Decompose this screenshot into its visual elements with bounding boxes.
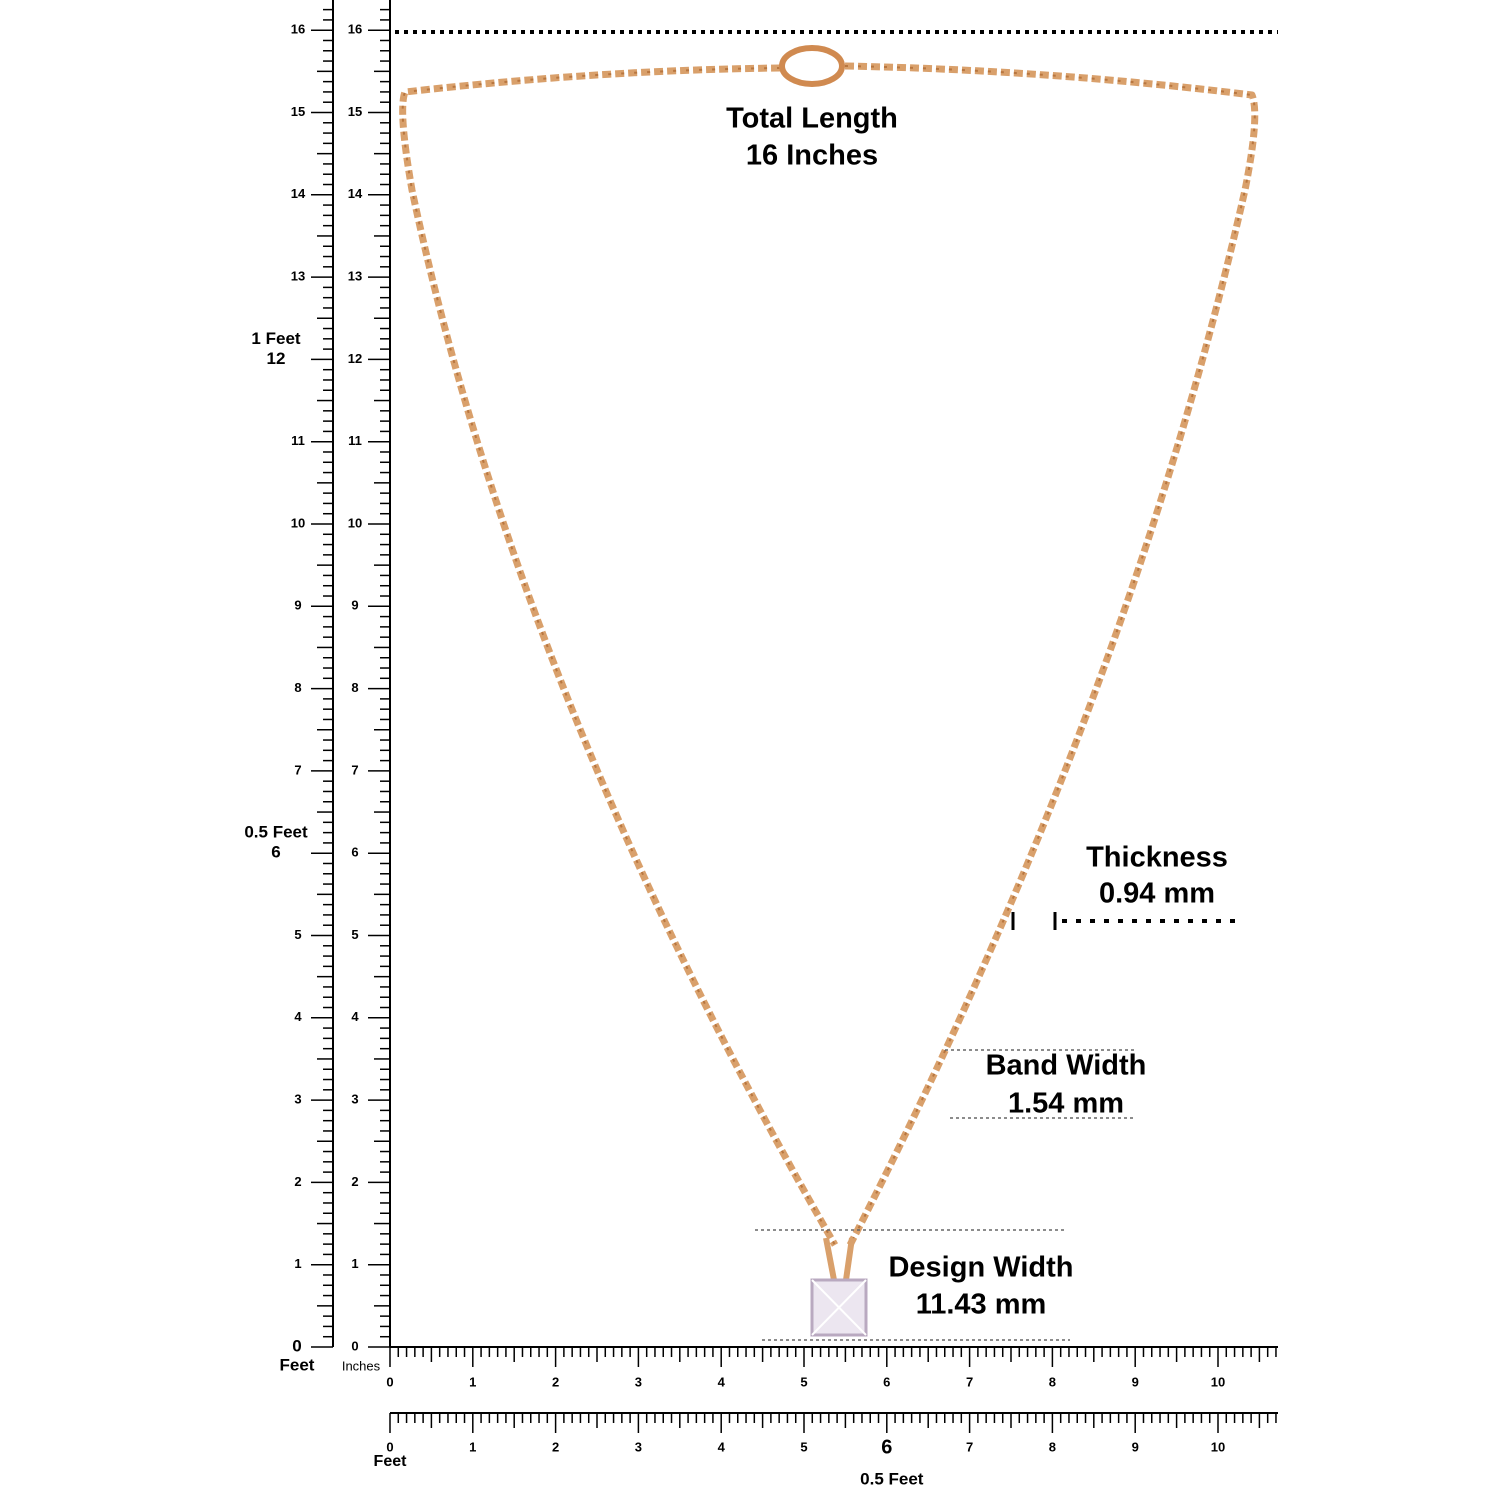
ruler-label: 7	[966, 1374, 973, 1389]
ruler-label: 11	[291, 433, 305, 448]
ruler-label: 2	[294, 1174, 301, 1189]
ruler-label: 10	[1211, 1439, 1225, 1454]
ruler-label: 8	[1049, 1374, 1056, 1389]
ruler-label: 2	[552, 1439, 559, 1454]
stone-facets	[811, 1279, 867, 1336]
feet-label: 1 Feet	[251, 329, 300, 348]
chain-right-shade	[844, 65, 1256, 1246]
annotation-value: 11.43 mm	[916, 1289, 1047, 1321]
ruler-label: 9	[294, 598, 301, 613]
ruler-label: 16	[348, 22, 362, 37]
ruler-label: 0	[386, 1374, 393, 1389]
ruler-label: 5	[294, 927, 301, 942]
ruler-label: 10	[348, 515, 362, 530]
ruler-label: 12	[267, 349, 286, 368]
ruler-label: 6	[351, 845, 358, 860]
ruler-label: 3	[351, 1092, 358, 1107]
ruler-label: 9	[1132, 1374, 1139, 1389]
chain-left-shade	[401, 67, 836, 1246]
ruler-unit: Inches	[342, 1358, 381, 1373]
ruler-label: 4	[718, 1374, 726, 1389]
ruler-label: 9	[1132, 1439, 1139, 1454]
ruler-label: 8	[294, 680, 301, 695]
ruler-label: 14	[348, 186, 363, 201]
ruler-label: 2	[351, 1174, 358, 1189]
ruler-label: 5	[351, 927, 358, 942]
ruler-label: 8	[1049, 1439, 1056, 1454]
ruler-label: 0	[351, 1338, 358, 1353]
annotation-value: 1.54 mm	[1008, 1088, 1124, 1120]
clasp	[779, 45, 845, 87]
ruler-label: 13	[291, 269, 305, 284]
ruler-label: 3	[294, 1092, 301, 1107]
ruler-label: 7	[966, 1439, 973, 1454]
ruler-label: 5	[800, 1439, 807, 1454]
annotation-value: 0.94 mm	[1099, 878, 1215, 910]
ruler-label: 11	[348, 433, 362, 448]
feet-label: 0.5 Feet	[860, 1469, 924, 1488]
ruler-label: 0	[292, 1336, 301, 1355]
ruler-label: 10	[291, 515, 305, 530]
ruler-label: 7	[351, 762, 358, 777]
ruler-label: 1	[351, 1256, 358, 1271]
ruler-label: 2	[552, 1374, 559, 1389]
ruler-label: 8	[351, 680, 358, 695]
annotation-title: Total Length	[726, 103, 898, 135]
ruler-label: 12	[348, 351, 362, 366]
ruler-unit: Feet	[280, 1355, 315, 1374]
ruler-label: 14	[291, 186, 306, 201]
ruler-label: 4	[718, 1439, 726, 1454]
annotation-title: Design Width	[888, 1252, 1073, 1284]
ruler-label: 5	[800, 1374, 807, 1389]
ruler-label: 0	[386, 1439, 393, 1454]
ruler-label: 6	[271, 843, 280, 862]
ruler-label: 1	[469, 1374, 476, 1389]
ruler-label: 1	[469, 1439, 476, 1454]
bail	[823, 1237, 855, 1281]
annotation-title: Band Width	[986, 1050, 1147, 1082]
feet-label: 0.5 Feet	[244, 823, 308, 842]
ruler-label: 4	[351, 1009, 359, 1024]
ruler-label: 15	[291, 104, 305, 119]
ruler-label: 6	[881, 1436, 892, 1458]
ruler-label: 16	[291, 22, 305, 37]
ruler-label: 7	[294, 762, 301, 777]
ruler-label: 15	[348, 104, 362, 119]
ruler-label: 3	[635, 1374, 642, 1389]
annotation-value: 16 Inches	[746, 140, 878, 172]
ruler-label: 1	[294, 1256, 301, 1271]
ruler-label: 9	[351, 598, 358, 613]
ruler-label: 4	[294, 1009, 302, 1024]
ruler-label: 6	[883, 1374, 890, 1389]
ruler-label: 10	[1211, 1374, 1225, 1389]
ruler-label: 13	[348, 269, 362, 284]
ruler-label: 3	[635, 1439, 642, 1454]
annotation-title: Thickness	[1086, 842, 1228, 874]
chain-left	[399, 64, 839, 1247]
ruler-unit: Feet	[374, 1453, 408, 1470]
